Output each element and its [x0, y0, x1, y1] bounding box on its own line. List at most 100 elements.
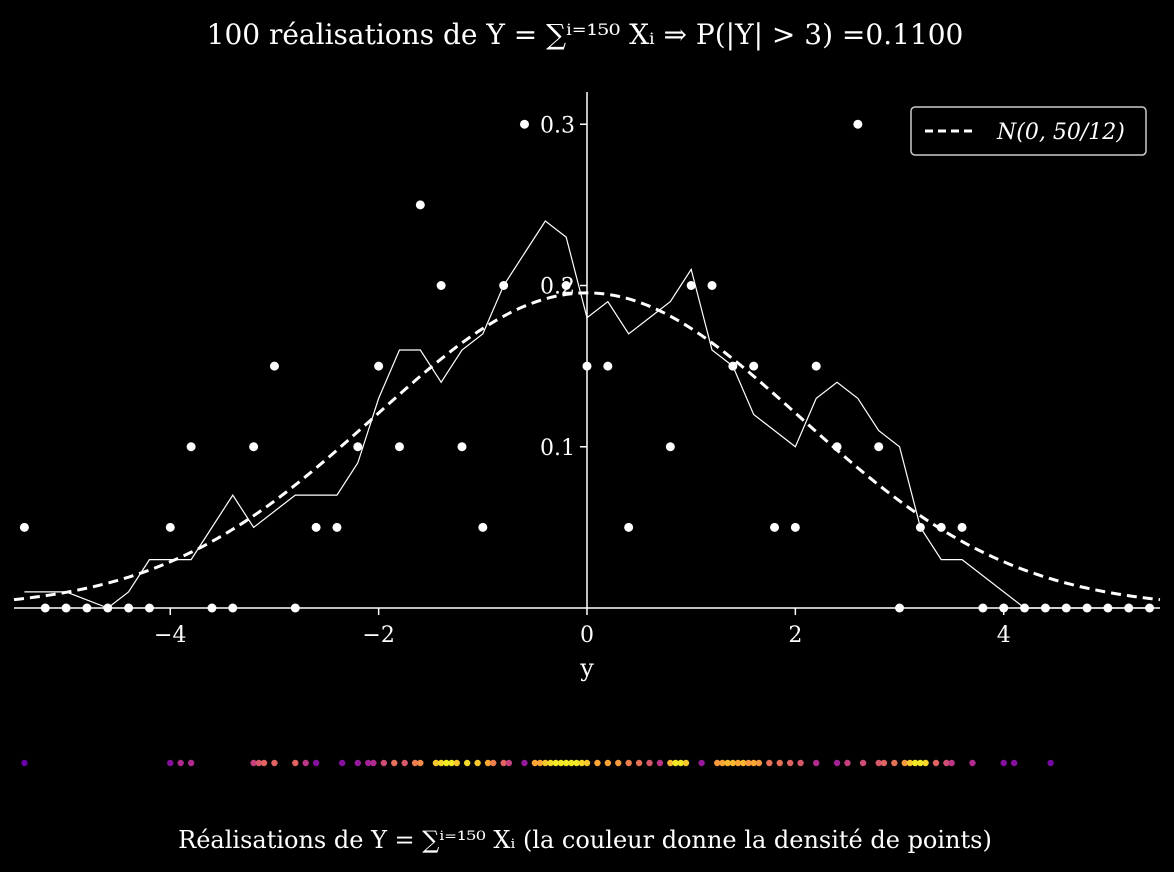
- histogram-point: [1124, 603, 1134, 613]
- realisation-point: [453, 759, 460, 767]
- histogram-point: [249, 442, 259, 452]
- realisation-point: [911, 759, 919, 767]
- realisation-point: [734, 759, 742, 767]
- realisation-point: [411, 759, 419, 767]
- histogram-point: [269, 361, 279, 371]
- legend-label: N(0, 50/12): [996, 120, 1125, 145]
- histogram-point: [332, 522, 342, 532]
- histogram-point: [874, 442, 884, 452]
- realisation-point: [682, 759, 690, 767]
- histogram-point: [1040, 603, 1050, 613]
- empirical-density-line: [24, 220, 1150, 609]
- realisation-point: [922, 759, 929, 767]
- x-tick-label: 0: [580, 623, 594, 648]
- histogram-point: [686, 281, 696, 290]
- histogram-point: [1145, 603, 1155, 613]
- strip-caption: Réalisations de Y = ∑ⁱ⁼¹⁵⁰ Xᵢ (la couleu…: [178, 826, 992, 854]
- realisation-point: [547, 759, 554, 767]
- histogram-point: [353, 442, 363, 452]
- realisation-point: [766, 759, 773, 767]
- realisation-point: [875, 759, 882, 767]
- histogram-point: [603, 361, 613, 371]
- legend-box: [910, 106, 1147, 156]
- realisation-point: [21, 759, 28, 767]
- legend: N(0, 50/12): [910, 106, 1147, 156]
- realisation-point: [625, 759, 632, 767]
- realisation-point: [177, 759, 184, 767]
- main-axes: −4 −2 0 2 40.10.20.3: [13, 92, 1161, 648]
- realisation-point: [797, 759, 804, 767]
- chart-title: 100 réalisations de Y = ∑ⁱ⁼¹⁵⁰ Xᵢ ⇒ P(|Y…: [207, 18, 964, 51]
- realisation-point: [833, 759, 841, 767]
- realisation-point: [646, 759, 653, 767]
- realisation-point: [432, 759, 440, 767]
- realisation-point: [557, 759, 565, 767]
- realisation-point: [484, 759, 492, 767]
- realisation-point: [417, 759, 424, 767]
- realisation-point: [786, 759, 794, 767]
- realisation-point: [552, 759, 559, 767]
- realisation-point: [490, 759, 497, 767]
- histogram-point: [519, 119, 529, 129]
- histogram-point: [144, 603, 154, 613]
- realisation-point: [531, 759, 539, 767]
- realisation-point: [573, 759, 580, 767]
- histogram-point: [228, 603, 238, 613]
- histogram-point: [394, 442, 404, 452]
- realisation-point: [1010, 759, 1018, 767]
- histogram-point: [61, 603, 71, 613]
- realisation-point: [505, 759, 513, 767]
- realisation-point: [354, 759, 361, 767]
- realisation-point: [745, 759, 752, 767]
- realisation-point: [594, 759, 601, 767]
- realisation-point: [437, 759, 445, 767]
- realisation-point: [880, 759, 888, 767]
- histogram-point: [999, 603, 1009, 613]
- y-tick-label: 0.1: [540, 436, 575, 461]
- realisation-point: [667, 759, 674, 767]
- realisation-point: [932, 759, 940, 767]
- realisation-point: [719, 759, 726, 767]
- realisation-point: [776, 759, 783, 767]
- x-axis-label: y: [579, 654, 594, 682]
- histogram-point: [499, 281, 509, 290]
- realisation-point: [250, 759, 257, 767]
- realisation-point: [463, 759, 471, 767]
- histogram-point: [124, 603, 134, 613]
- histogram-point: [582, 361, 592, 371]
- realisation-point: [906, 759, 914, 767]
- histogram-point: [290, 603, 300, 613]
- histogram-point: [19, 522, 29, 532]
- realisation-point: [714, 759, 721, 767]
- realisation-point: [271, 759, 278, 767]
- density-strip: [21, 759, 1054, 767]
- histogram-point: [374, 361, 384, 371]
- realisation-point: [521, 759, 528, 767]
- histogram-point: [978, 603, 988, 613]
- realisation-point: [562, 759, 570, 767]
- realisation-point: [969, 759, 976, 767]
- realisation-point: [401, 759, 408, 767]
- realisation-point: [755, 759, 763, 767]
- histogram-point: [957, 522, 967, 532]
- histogram-point: [811, 361, 821, 371]
- realisation-point: [474, 759, 481, 767]
- histogram-point: [707, 281, 717, 290]
- histogram-point: [457, 442, 467, 452]
- realisation-point: [740, 759, 747, 767]
- realisation-point: [698, 759, 705, 767]
- realisation-point: [1047, 759, 1054, 767]
- realisation-point: [292, 759, 299, 767]
- realisation-point: [312, 759, 320, 767]
- realisation-point: [943, 759, 950, 767]
- histogram-point: [103, 603, 113, 613]
- histogram-point: [1103, 603, 1113, 613]
- x-tick-label: 2: [788, 623, 802, 648]
- histogram-point: [853, 119, 863, 129]
- realisation-point: [750, 759, 757, 767]
- realisation-point: [260, 759, 268, 767]
- histogram-point: [165, 522, 175, 532]
- histogram-point: [40, 603, 50, 613]
- histogram-point: [478, 522, 488, 532]
- histogram-point: [82, 603, 92, 613]
